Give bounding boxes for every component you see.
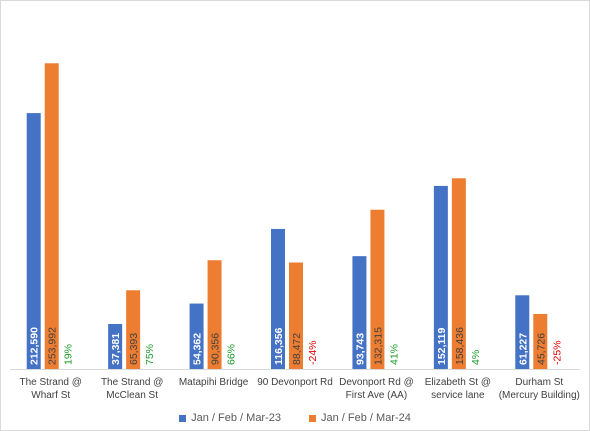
bar-2023-5 — [433, 185, 448, 369]
change-label-4: 41% — [388, 344, 400, 365]
bar-2024-6 — [533, 313, 548, 369]
data-label-2024-5: 158,436 — [454, 327, 466, 365]
legend: Jan / Feb / Mar-23 Jan / Feb / Mar-24 — [0, 412, 590, 424]
category-label-6-1: (Mercury Building) — [499, 390, 580, 401]
category-label-5-1: service lane — [431, 390, 485, 401]
data-label-2024-2: 90,356 — [210, 333, 222, 365]
data-label-2024-3: 88,472 — [291, 333, 303, 365]
bar-2024-3 — [289, 262, 303, 369]
change-label-5: 4% — [470, 350, 482, 365]
change-label-6: -25% — [551, 340, 563, 365]
data-label-2024-1: 65,393 — [128, 333, 140, 365]
change-label-1: 75% — [144, 344, 156, 365]
bar-2023-0 — [26, 113, 41, 369]
data-label-2023-4: 93,743 — [354, 333, 366, 365]
bar-2024-0 — [44, 63, 59, 369]
data-label-2024-4: 132,315 — [372, 327, 384, 365]
legend-swatch-2023 — [179, 414, 187, 422]
x-axis: The Strand @ Wharf St The Strand @ McClean … — [10, 369, 580, 401]
data-label-2023-3: 116,356 — [273, 327, 285, 365]
change-label-0: 19% — [63, 344, 75, 365]
data-label-2023-2: 54,362 — [192, 333, 204, 365]
data-label-2024-6: 45,726 — [535, 333, 547, 365]
category-label-4-0: Devonport Rd @ — [339, 377, 414, 388]
change-label-2: 66% — [226, 344, 238, 365]
legend-item-2023: Jan / Feb / Mar-23 — [179, 412, 281, 424]
legend-label-2023: Jan / Feb / Mar-23 — [191, 412, 281, 424]
legend-item-2024: Jan / Feb / Mar-24 — [309, 412, 411, 424]
category-label-5-0: Elizabeth St @ — [425, 377, 491, 388]
bars-group — [26, 63, 548, 369]
data-label-2023-1: 37,381 — [110, 333, 122, 365]
bar-2023-2 — [189, 303, 204, 369]
legend-swatch-2024 — [309, 414, 316, 422]
bar-2023-1 — [108, 324, 123, 369]
category-label-1-1: McClean St — [106, 390, 158, 401]
category-label-4-1: First Ave (AA) — [346, 390, 408, 401]
data-label-2023-0: 212,590 — [29, 327, 41, 365]
legend-label-2024: Jan / Feb / Mar-24 — [321, 412, 411, 424]
data-label-2023-6: 61,227 — [517, 333, 529, 365]
bar-2024-1 — [126, 290, 141, 369]
category-label-3-0: 90 Devonport Rd — [257, 377, 333, 388]
category-label-1-0: The Strand @ — [101, 377, 163, 388]
category-label-0-0: The Strand @ — [20, 377, 82, 388]
change-label-3: -24% — [307, 340, 319, 365]
bar-2024-4 — [370, 209, 385, 369]
bar-2024-2 — [207, 260, 222, 369]
data-labels-group: 212,590 253,992 19% 37,381 65,393 75% 54,362 90… — [29, 327, 564, 365]
category-label-6-0: Durham St — [515, 377, 563, 388]
bar-2023-3 — [271, 228, 285, 369]
data-label-2023-5: 152,119 — [436, 327, 448, 365]
bar-2023-6 — [515, 295, 530, 369]
data-label-2024-0: 253,992 — [47, 327, 59, 365]
category-label-2-0: Matapihi Bridge — [179, 377, 249, 388]
category-label-0-1: Wharf St — [31, 390, 70, 401]
bar-2024-5 — [451, 178, 466, 369]
bar-2023-4 — [352, 256, 367, 369]
